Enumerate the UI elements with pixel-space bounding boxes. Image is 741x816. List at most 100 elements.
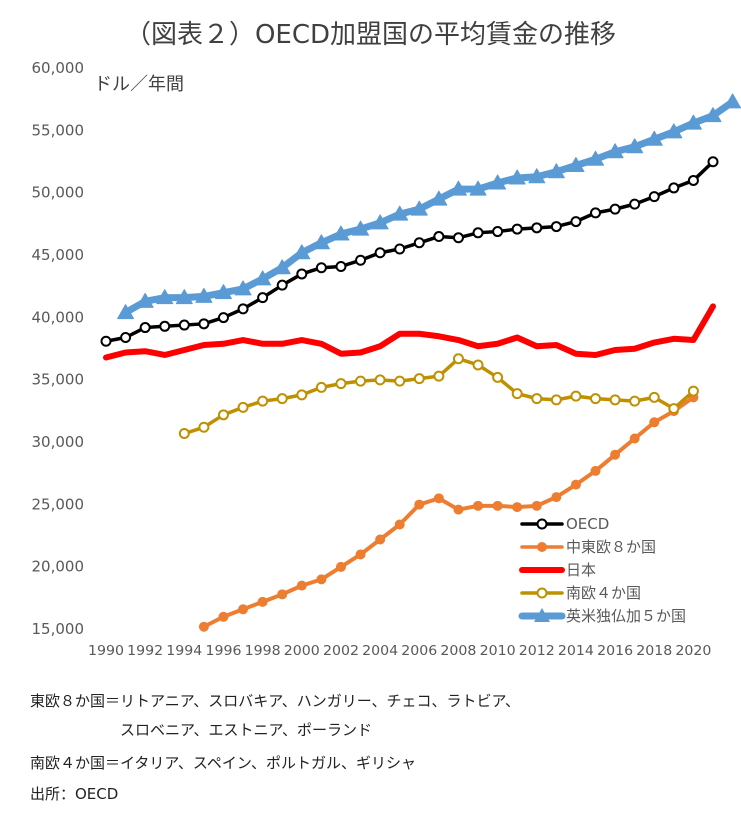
series-line <box>103 303 716 361</box>
data-point <box>257 596 268 607</box>
legend-entry: OECD <box>520 515 609 533</box>
data-point <box>610 449 621 460</box>
data-point <box>257 395 269 407</box>
unit-label: ドル／年間 <box>94 74 184 95</box>
x-tick-label: 1998 <box>245 644 281 659</box>
series-4 <box>117 93 741 320</box>
data-point <box>492 500 503 511</box>
y-tick-label: 35,000 <box>32 371 85 389</box>
y-tick-label: 60,000 <box>32 59 85 77</box>
data-point <box>410 200 428 216</box>
data-point <box>414 499 425 510</box>
data-point <box>277 589 288 600</box>
data-point <box>531 222 543 234</box>
data-point <box>567 156 585 172</box>
data-point <box>665 123 683 139</box>
data-point <box>198 621 209 632</box>
data-point <box>492 226 504 238</box>
x-tick-label: 2010 <box>480 644 516 659</box>
y-tick-label: 20,000 <box>32 558 85 576</box>
series-line <box>122 98 737 317</box>
data-point <box>629 433 640 444</box>
data-point <box>296 389 308 401</box>
x-tick-label: 2020 <box>675 644 711 659</box>
data-point <box>139 322 151 334</box>
data-point <box>394 375 406 387</box>
data-point <box>413 373 425 385</box>
data-point <box>198 318 210 330</box>
x-tick-label: 2008 <box>440 644 476 659</box>
data-point <box>626 138 644 154</box>
y-tick-label: 30,000 <box>32 433 85 451</box>
data-point <box>316 574 327 585</box>
x-tick-label: 2004 <box>362 644 398 659</box>
chart-title: （図表２）OECD加盟国の平均賃金の推移 <box>124 20 617 50</box>
data-point <box>296 268 308 280</box>
data-point <box>178 428 190 440</box>
legend-entry: 日本 <box>519 561 596 579</box>
data-point <box>371 214 389 230</box>
x-tick-label: 1994 <box>166 644 202 659</box>
data-point <box>156 289 174 305</box>
data-point <box>590 393 602 405</box>
data-point <box>296 580 307 591</box>
data-point <box>570 216 582 228</box>
data-point <box>704 107 722 123</box>
data-point <box>217 409 229 421</box>
legend-marker <box>536 518 548 530</box>
data-point <box>214 284 232 300</box>
data-point <box>648 191 660 203</box>
data-point <box>609 203 621 215</box>
data-point <box>238 604 249 615</box>
data-point <box>551 492 562 503</box>
data-point <box>355 549 366 560</box>
series-line <box>104 159 715 344</box>
data-point <box>117 304 135 320</box>
data-point <box>293 244 311 260</box>
data-point <box>433 231 445 243</box>
data-point <box>668 182 680 194</box>
data-point <box>469 180 487 196</box>
data-point <box>629 198 641 210</box>
legend-label: 南欧４か国 <box>566 584 641 602</box>
data-point <box>629 395 641 407</box>
data-point <box>433 493 444 504</box>
data-point <box>511 388 523 400</box>
data-point <box>433 370 445 382</box>
data-point <box>355 375 367 387</box>
legend-marker <box>536 587 548 599</box>
data-point <box>609 394 621 406</box>
data-point <box>394 243 406 255</box>
data-point <box>550 221 562 233</box>
data-point <box>276 279 288 291</box>
data-point <box>570 390 582 402</box>
x-tick-label: 1992 <box>127 644 163 659</box>
series-1 <box>198 392 699 632</box>
data-point <box>394 519 405 530</box>
data-point <box>335 260 347 272</box>
data-point <box>374 247 386 259</box>
legend-label: 日本 <box>566 561 596 579</box>
data-point <box>234 280 252 296</box>
x-tick-label: 2006 <box>401 644 437 659</box>
data-point <box>276 393 288 405</box>
data-point <box>413 237 425 249</box>
data-point <box>531 393 543 405</box>
series-0 <box>100 156 719 347</box>
series-2 <box>103 303 716 361</box>
data-point <box>472 227 484 239</box>
data-point <box>391 205 409 221</box>
data-point <box>254 270 272 286</box>
data-point <box>136 292 154 308</box>
data-point <box>724 93 741 109</box>
legend-marker <box>534 608 550 622</box>
data-point <box>550 394 562 406</box>
data-point <box>335 378 347 390</box>
data-point <box>512 502 523 513</box>
data-point <box>198 421 210 433</box>
data-point <box>315 381 327 393</box>
data-point <box>452 353 464 365</box>
data-point <box>355 254 367 266</box>
data-point <box>648 391 660 403</box>
